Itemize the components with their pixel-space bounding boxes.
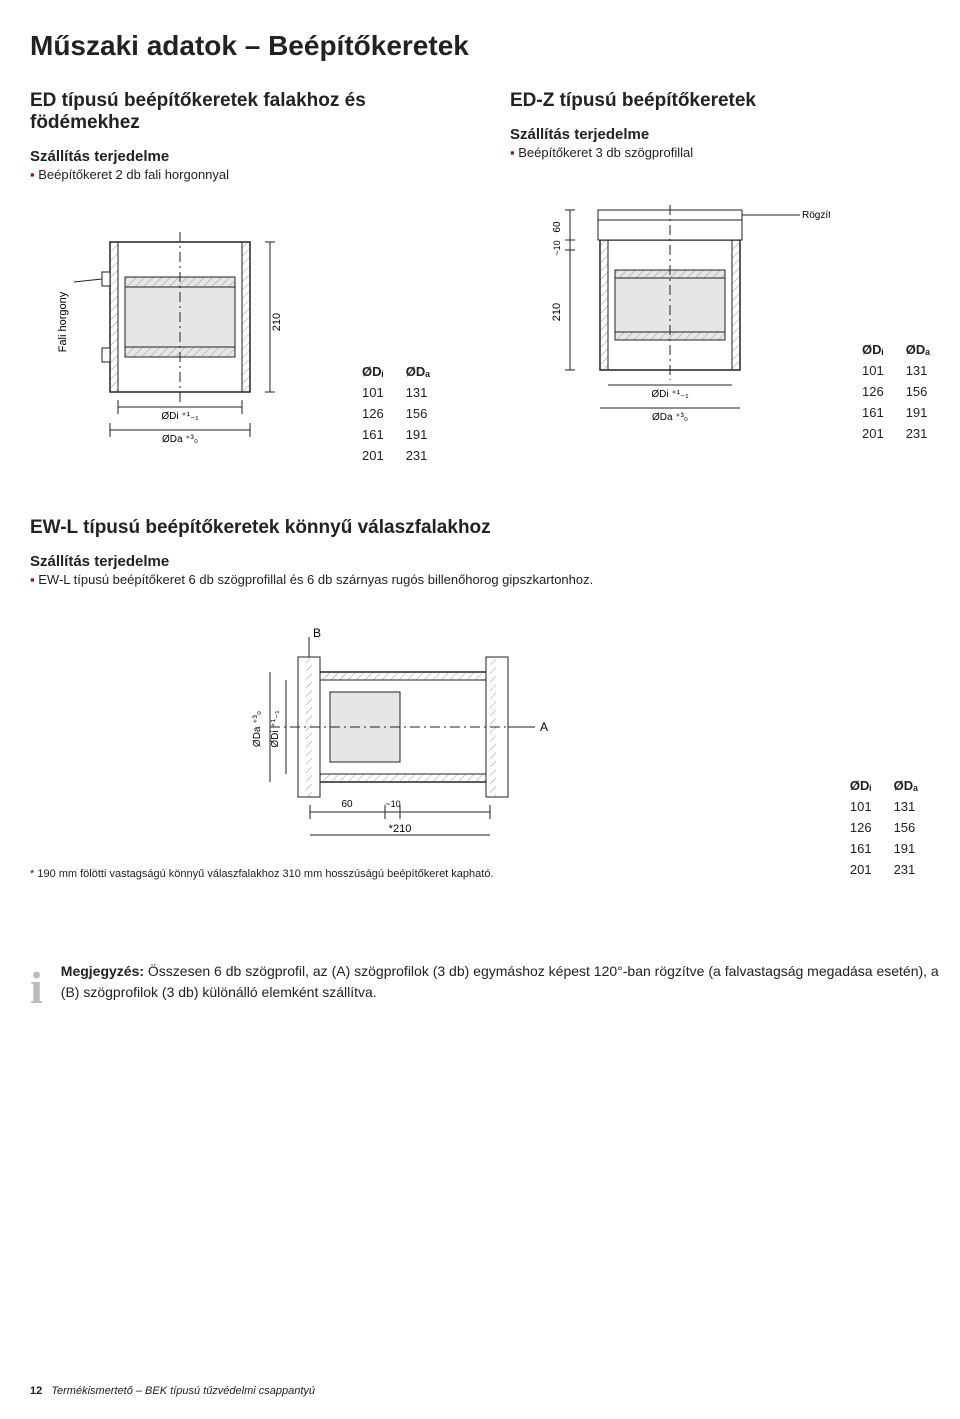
svg-text:ØDi ⁺¹₋₁: ØDi ⁺¹₋₁ bbox=[651, 389, 689, 400]
ed-title: ED típusú beépítőkeretek falakhoz és föd… bbox=[30, 90, 470, 134]
info-text: Megjegyzés: Összesen 6 db szögprofil, az… bbox=[61, 961, 960, 1003]
th-oda: ØDₐ bbox=[396, 362, 440, 381]
ed-scope-h: Szállítás terjedelme bbox=[30, 148, 470, 165]
ewl-drawing-wrap: B A ØDa ⁺³₀ ØDi ⁺¹₋₁ bbox=[30, 617, 930, 891]
ewl-footnote: * 190 mm fölötti vastagságú könnyű válas… bbox=[30, 868, 818, 880]
svg-text:210: 210 bbox=[271, 313, 283, 331]
edz-scope-item: Beépítőkeret 3 db szögprofillal bbox=[510, 145, 950, 160]
svg-text:~10: ~10 bbox=[552, 240, 562, 255]
top-row: ED típusú beépítőkeretek falakhoz és föd… bbox=[30, 90, 960, 467]
svg-text:ØDi ⁺¹₋₁: ØDi ⁺¹₋₁ bbox=[161, 411, 199, 422]
edz-drawing: Rögzítő szögprofil 60 ~10 210 bbox=[510, 200, 830, 445]
svg-text:ØDa ⁺³₀: ØDa ⁺³₀ bbox=[252, 711, 263, 747]
info-body: Összesen 6 db szögprofil, az (A) szögpro… bbox=[61, 963, 939, 1000]
svg-text:210: 210 bbox=[551, 303, 563, 321]
ed-drawing-wrap: 210 Fali horgony ØDi ⁺¹₋₁ ØDa ⁺³₀ bbox=[30, 222, 470, 467]
ewl-drawing: B A ØDa ⁺³₀ ØDi ⁺¹₋₁ bbox=[190, 617, 818, 852]
ed-scope-item: Beépítőkeret 2 db fali horgonnyal bbox=[30, 167, 470, 182]
svg-text:Rögzítő szögprofil: Rögzítő szögprofil bbox=[802, 210, 830, 221]
svg-text:*210: *210 bbox=[389, 823, 412, 835]
svg-text:ØDa ⁺³₀: ØDa ⁺³₀ bbox=[162, 434, 198, 445]
ewl-scope-item: EW-L típusú beépítőkeret 6 db szögprofil… bbox=[30, 572, 960, 587]
edz-title: ED-Z típusú beépítőkeretek bbox=[510, 90, 950, 112]
page-footer: 12 Termékismertető – BEK típusú tűzvédel… bbox=[30, 1385, 315, 1397]
ewl-scope-h: Szállítás terjedelme bbox=[30, 553, 960, 570]
edz-drawing-wrap: Rögzítő szögprofil 60 ~10 210 bbox=[510, 200, 950, 445]
section-ewl: EW-L típusú beépítőkeretek könnyű válasz… bbox=[30, 517, 960, 891]
section-ed: ED típusú beépítőkeretek falakhoz és föd… bbox=[30, 90, 470, 467]
page-number: 12 bbox=[30, 1385, 42, 1397]
svg-text:A: A bbox=[540, 720, 548, 734]
section-edz: ED-Z típusú beépítőkeretek Szállítás ter… bbox=[510, 90, 950, 467]
info-icon: i bbox=[30, 961, 43, 1008]
svg-text:ØDa ⁺³₀: ØDa ⁺³₀ bbox=[652, 412, 688, 423]
page-title: Műszaki adatok – Beépítőkeretek bbox=[30, 30, 960, 62]
th-odi: ØDᵢ bbox=[352, 362, 394, 381]
edz-scope-h: Szállítás terjedelme bbox=[510, 126, 950, 143]
info-box: i Megjegyzés: Összesen 6 db szögprofil, … bbox=[30, 961, 960, 1008]
page-footer-text: Termékismertető – BEK típusú tűzvédelmi … bbox=[51, 1385, 315, 1397]
svg-text:60: 60 bbox=[341, 799, 353, 810]
svg-text:Fali horgony: Fali horgony bbox=[57, 291, 69, 352]
edz-dim-table: ØDᵢ ØDₐ 101131 126156 161191 201231 bbox=[850, 338, 942, 445]
info-label: Megjegyzés: bbox=[61, 963, 144, 979]
ewl-dim-table: ØDᵢ ØDₐ 101131 126156 161191 201231 bbox=[838, 774, 930, 881]
svg-text:60: 60 bbox=[552, 221, 563, 233]
ewl-title: EW-L típusú beépítőkeretek könnyű válasz… bbox=[30, 517, 960, 539]
svg-text:ØDi ⁺¹₋₁: ØDi ⁺¹₋₁ bbox=[270, 710, 281, 748]
ed-drawing: 210 Fali horgony ØDi ⁺¹₋₁ ØDa ⁺³₀ bbox=[30, 222, 330, 467]
ed-dim-table: ØDᵢ ØDₐ 101131 126156 161191 201231 bbox=[350, 360, 442, 467]
svg-text:B: B bbox=[313, 626, 321, 640]
svg-text:~10: ~10 bbox=[385, 799, 400, 809]
